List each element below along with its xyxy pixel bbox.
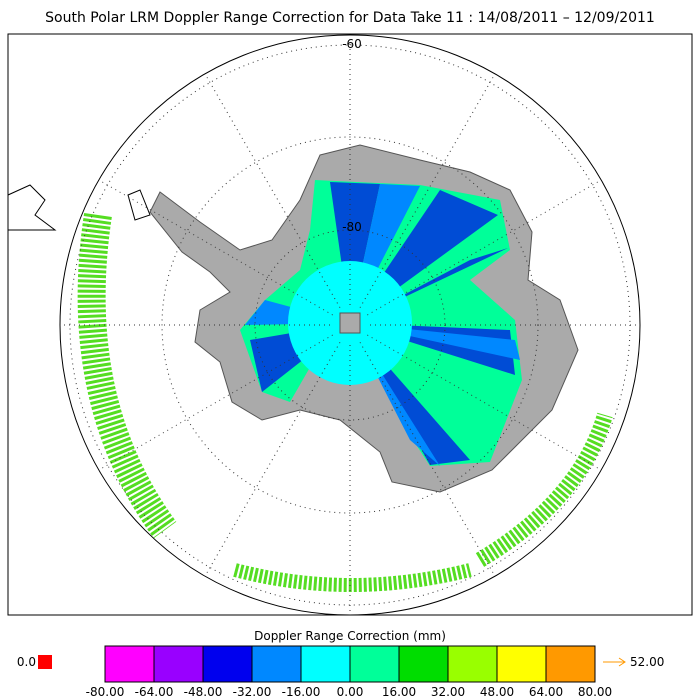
colorbar-tick-label: 0.00 <box>337 685 364 699</box>
meridian <box>204 73 341 308</box>
lat-label: -60 <box>342 37 362 51</box>
missing-label: 0.0 <box>17 655 36 669</box>
colorbar-tick-label: 16.00 <box>382 685 416 699</box>
colorbar-swatch <box>545 645 596 683</box>
colorbar-swatch <box>349 645 400 683</box>
colorbar-tick-label: 64.00 <box>529 685 563 699</box>
meridian <box>204 342 341 577</box>
coast <box>7 184 57 231</box>
colorbar-swatch <box>202 645 253 683</box>
missing-swatch <box>38 655 52 669</box>
meridian <box>98 179 333 316</box>
colorbar-swatch <box>447 645 498 683</box>
colorbar-tick-label: 48.00 <box>480 685 514 699</box>
colorbar: -80.00 -64.00 -48.00 -32.00 -16.00 0.00 16.00 3… <box>86 645 612 699</box>
swath <box>245 184 520 466</box>
colorbar-tick-label: -48.00 <box>184 685 223 699</box>
colorbar-swatch <box>300 645 351 683</box>
colorbar-tick-label: -80.00 <box>86 685 125 699</box>
parallel <box>161 136 539 514</box>
map: -60 -80 <box>7 34 641 616</box>
colorbar-swatch <box>251 645 302 683</box>
colorbar-swatch <box>104 645 155 683</box>
meridian <box>367 334 602 471</box>
lat-label: -80 <box>342 220 362 234</box>
pole-gap <box>339 312 361 334</box>
overflow-label: 52.00 <box>630 655 664 669</box>
coast <box>127 189 151 221</box>
colorbar-title: Doppler Range Correction (mm) <box>254 629 446 643</box>
meridian <box>367 179 602 316</box>
colorbar-swatch <box>496 645 547 683</box>
swath <box>233 563 472 592</box>
colorbar-tick-label: -16.00 <box>282 685 321 699</box>
map-edge <box>59 34 641 616</box>
swath <box>475 412 613 567</box>
colorbar-tick-label: -32.00 <box>233 685 272 699</box>
colorbar-tick-label: -64.00 <box>135 685 174 699</box>
title: South Polar LRM Doppler Range Correction… <box>45 10 655 26</box>
meridian <box>359 342 496 577</box>
meridian <box>359 73 496 308</box>
colorbar-tick-label: 80.00 <box>578 685 612 699</box>
meridian <box>98 334 333 471</box>
overflow-arrow <box>603 657 626 667</box>
colorbar-swatch <box>153 645 204 683</box>
colorbar-tick-label: 32.00 <box>431 685 465 699</box>
colorbar-swatch <box>398 645 449 683</box>
swath <box>77 212 177 539</box>
